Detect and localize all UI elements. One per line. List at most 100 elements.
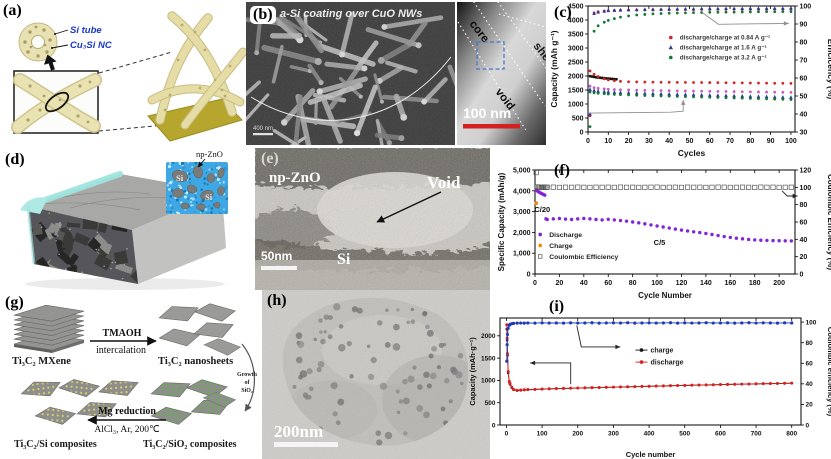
sem-title: a-Si coating over CuO NWs: [280, 8, 422, 20]
series-coulombic-efficiency: [505, 321, 794, 363]
panel-label-e: (e): [261, 150, 279, 167]
svg-text:80: 80: [800, 202, 808, 209]
svg-text:C/5: C/5: [654, 238, 666, 247]
nanosheet-cluster-gray: [158, 303, 242, 356]
panel-b-microscopy: a-Si coating over CuO NWs 400 nm core vo…: [246, 2, 546, 145]
series-efficiency-1.6: [588, 6, 793, 116]
roi-dashed-box: [476, 41, 505, 70]
svg-text:200: 200: [773, 280, 785, 287]
svg-text:90: 90: [800, 21, 808, 28]
svg-text:5,000: 5,000: [513, 167, 531, 174]
svg-text:1500: 1500: [481, 355, 496, 362]
svg-text:40: 40: [806, 381, 814, 388]
svg-text:100: 100: [537, 431, 548, 438]
svg-text:20: 20: [625, 138, 633, 145]
step1-reagent: TMAOH: [103, 328, 142, 339]
mxene-stack: [13, 304, 85, 353]
svg-text:0: 0: [533, 280, 537, 287]
si-tube-label: Si tube: [70, 25, 102, 36]
tube-dots-3d: [163, 23, 232, 112]
legend: Discharge Charge Coulombic Efficiency: [538, 232, 619, 261]
svg-text:70: 70: [726, 138, 734, 145]
series-coulombic-efficiency: [533, 170, 794, 190]
svg-text:120: 120: [800, 167, 812, 174]
svg-text:700: 700: [751, 431, 762, 438]
panel-label-d: (d): [5, 151, 25, 168]
svg-text:100: 100: [785, 138, 797, 145]
svg-text:60: 60: [604, 280, 612, 287]
svg-text:0: 0: [800, 271, 804, 278]
si-tube-leader: [54, 29, 69, 35]
svg-text:30: 30: [800, 129, 808, 136]
tube-hollow-core: [31, 35, 45, 49]
svg-text:Capacity (mAh g⁻¹): Capacity (mAh g⁻¹): [549, 30, 559, 107]
panel-a-schematic: Si tube Cu₃Si NC: [0, 0, 246, 148]
series-capacity-0.84: [588, 69, 793, 85]
si-particles: [171, 165, 225, 211]
svg-text:50: 50: [686, 138, 694, 145]
svg-text:Coulombic Efficiency (%): Coulombic Efficiency (%): [826, 174, 831, 270]
svg-text:0: 0: [492, 422, 496, 429]
leader-dot: [51, 47, 53, 49]
panel-label-c: (c): [554, 4, 572, 21]
step2-reagent: Mg reduction: [98, 406, 156, 417]
svg-text:40: 40: [580, 280, 588, 287]
svg-text:160: 160: [724, 280, 736, 287]
svg-text:40: 40: [800, 237, 808, 244]
svg-text:2,000: 2,000: [513, 230, 531, 237]
teal-coating-left: [26, 205, 36, 265]
svg-text:4500: 4500: [568, 3, 584, 10]
series-capacity-magenta: [588, 84, 793, 94]
cu3si-leader: [51, 44, 69, 49]
svg-text:Cycles: Cycles: [678, 148, 706, 158]
svg-text:200: 200: [572, 431, 583, 438]
svg-text:1,000: 1,000: [513, 251, 531, 258]
sem-scale-bar: [253, 133, 273, 136]
np-zno-label: np-ZnO: [269, 170, 321, 186]
svg-text:3500: 3500: [568, 31, 584, 38]
svg-text:0: 0: [505, 431, 509, 438]
si-label-1: Si: [176, 173, 184, 183]
svg-text:30: 30: [645, 138, 653, 145]
svg-text:1000: 1000: [481, 378, 496, 385]
svg-text:1000: 1000: [568, 101, 584, 108]
svg-text:50: 50: [800, 93, 808, 100]
svg-text:4,000: 4,000: [513, 188, 531, 195]
svg-text:4000: 4000: [568, 17, 584, 24]
nanosheet-cluster-si: [20, 379, 139, 425]
svg-text:discharge/charge at 3.2 A g⁻¹: discharge/charge at 3.2 A g⁻¹: [680, 55, 767, 62]
svg-text:Efficicency (%): Efficicency (%): [826, 39, 831, 100]
svg-text:C/20: C/20: [534, 205, 550, 214]
svg-text:20: 20: [800, 254, 808, 261]
series-charge: [534, 201, 539, 206]
scale-label: 200nm: [274, 422, 323, 441]
svg-text:Cycle number: Cycle number: [626, 450, 676, 459]
mxene-process-svg: Ti₃C₂ MXene TMAOH intercalation Ti₃C₂ na…: [12, 303, 258, 450]
tem-nanosheet-svg: 200nm: [262, 290, 490, 459]
sem-scale-label: 400 nm: [253, 126, 273, 132]
panel-e-tem: np-ZnO Void Si 50nm: [255, 148, 490, 290]
sem-image: [246, 2, 455, 145]
dashed-connector-top: [98, 51, 173, 74]
step2-conditions: AlCl₃, Ar, 200℃: [94, 425, 160, 435]
cross-section-ring: [44, 91, 70, 113]
void-label: Void: [427, 173, 461, 192]
svg-text:2000: 2000: [481, 333, 496, 340]
series-efficiency-3.2: [588, 10, 793, 128]
svg-text:80: 80: [806, 340, 814, 347]
nanosheet-cluster-sio2: [150, 379, 237, 425]
panel-h-tem: 200nm: [262, 290, 490, 459]
svg-text:500: 500: [485, 400, 496, 407]
tem-scale-label: 100 nm: [463, 105, 511, 121]
sem-tem-svg: a-Si coating over CuO NWs 400 nm core vo…: [246, 2, 546, 145]
svg-text:3,000: 3,000: [513, 209, 531, 216]
legend: charge discharge: [635, 348, 684, 367]
svg-text:300: 300: [608, 431, 619, 438]
sio2-composites-label: Ti₃C₂/SiO₂ composites: [143, 439, 237, 450]
svg-text:0: 0: [806, 422, 810, 429]
svg-text:60: 60: [806, 361, 814, 368]
svg-text:1500: 1500: [568, 87, 584, 94]
panel-label-g: (g): [5, 294, 24, 311]
svg-text:140: 140: [700, 280, 712, 287]
svg-text:100: 100: [800, 185, 812, 192]
